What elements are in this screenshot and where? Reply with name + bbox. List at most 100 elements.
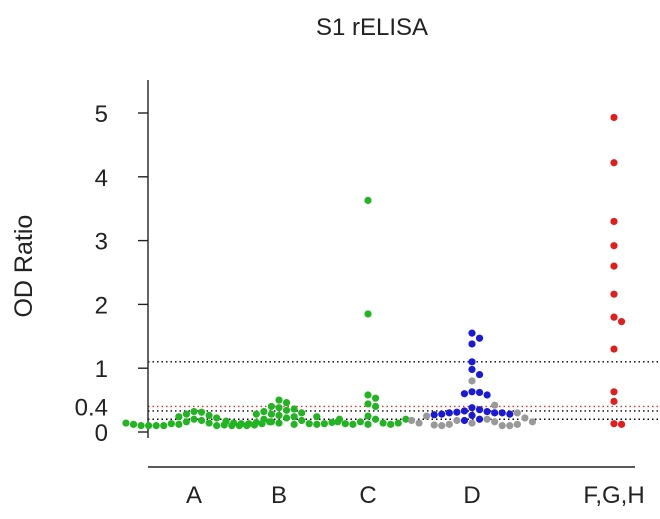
data-point: [468, 377, 476, 385]
data-point: [205, 411, 213, 420]
data-point: [460, 407, 469, 415]
data-point: [175, 420, 183, 428]
data-point: [245, 420, 253, 428]
data-point: [275, 411, 283, 420]
reference-lines: [148, 361, 660, 420]
data-point: [407, 416, 416, 425]
data-point: [468, 365, 476, 374]
data-point: [290, 413, 298, 421]
data-point: [341, 420, 349, 428]
data-point: [190, 415, 198, 423]
data-point: [364, 196, 372, 205]
data-point: [475, 388, 484, 397]
data-point: [430, 411, 438, 419]
data-point: [267, 418, 276, 426]
data-point: [197, 408, 206, 416]
data-point: [430, 421, 438, 429]
data-point: [364, 391, 372, 399]
data-point: [528, 418, 537, 426]
data-point: [610, 217, 618, 226]
data-point: [167, 420, 175, 428]
data-point: [260, 415, 268, 423]
data-point: [290, 420, 298, 428]
data-point: [129, 420, 138, 428]
y-tick-label: 0.4: [75, 394, 108, 421]
data-point: [290, 405, 298, 413]
data-point: [402, 415, 410, 423]
data-point: [491, 409, 499, 417]
data-point: [610, 159, 618, 167]
data-point: [415, 419, 423, 427]
data-point: [152, 422, 160, 430]
category-label: F,G,H: [583, 482, 644, 509]
data-point: [438, 410, 446, 418]
category-label: D: [463, 482, 480, 509]
data-point: [498, 409, 506, 417]
y-tick-label: 0: [95, 420, 108, 447]
chart-title: S1 rELISA: [316, 14, 428, 41]
data-point: [371, 394, 380, 402]
data-point: [282, 414, 291, 422]
data-point: [371, 415, 380, 423]
data-point: [438, 422, 446, 430]
data-point: [387, 420, 395, 428]
data-point: [475, 415, 484, 423]
data-point: [182, 410, 191, 418]
data-point: [356, 418, 365, 426]
data-point: [460, 390, 469, 398]
data-point: [610, 345, 618, 353]
data-point: [460, 416, 469, 425]
data-point: [197, 416, 206, 425]
data-point: [610, 420, 618, 428]
y-ticks: 0 1 2 3 4 5 0.4: [75, 101, 148, 447]
data-point: [237, 420, 245, 428]
data-point: [483, 415, 491, 423]
data-point: [610, 313, 618, 321]
data-point: [371, 402, 380, 411]
data-point: [468, 340, 476, 348]
data-point: [364, 310, 372, 318]
data-point: [468, 411, 476, 420]
data-point: [175, 413, 183, 421]
data-point: [617, 420, 626, 428]
data-point: [423, 412, 431, 420]
data-point: [364, 400, 372, 408]
data-point: [222, 417, 230, 425]
data-point: [282, 399, 291, 407]
category-labels: A B C D F,G,H: [186, 482, 645, 509]
data-point: [468, 329, 476, 337]
data-point: [506, 410, 514, 418]
data-point: [260, 407, 268, 416]
data-point: [453, 408, 461, 416]
data-point: [610, 242, 618, 250]
y-tick-label: 4: [95, 165, 108, 192]
data-point: [513, 409, 521, 417]
data-point: [617, 318, 626, 326]
data-point: [122, 419, 130, 427]
data-point: [267, 402, 276, 411]
data-point: [349, 420, 357, 428]
data-point: [379, 419, 387, 427]
data-point: [506, 422, 514, 430]
y-tick-label: 3: [95, 229, 108, 256]
data-point: [610, 262, 618, 270]
data-point: [190, 407, 198, 416]
data-point: [328, 418, 336, 427]
data-point: [491, 401, 499, 409]
data-point: [475, 370, 484, 379]
data-point: [394, 419, 402, 427]
data-point: [513, 420, 521, 428]
data-point: [483, 407, 491, 416]
data-point: [445, 420, 453, 428]
y-tick-label: 5: [95, 101, 108, 128]
data-point: [213, 414, 221, 422]
data-point: [610, 397, 618, 405]
data-point: [213, 422, 221, 430]
y-tick-label: 2: [95, 292, 108, 319]
data-point: [475, 406, 484, 414]
data-point: [498, 422, 506, 430]
category-label: A: [186, 482, 202, 509]
data-point: [252, 410, 260, 418]
y-axis-label: OD Ratio: [10, 215, 38, 318]
